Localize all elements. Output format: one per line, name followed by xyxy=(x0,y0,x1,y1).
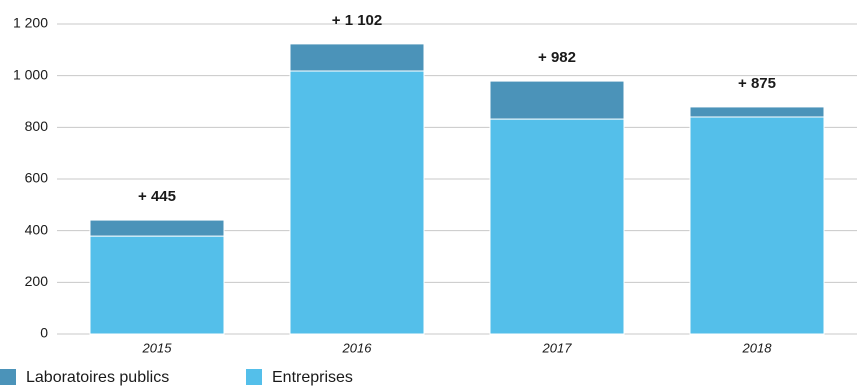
legend-swatch xyxy=(0,369,16,385)
y-tick-label: 0 xyxy=(40,325,48,341)
legend-label: Laboratoires publics xyxy=(26,369,169,386)
x-tick-label: 2017 xyxy=(542,340,573,355)
legend-label: Entreprises xyxy=(272,369,353,386)
total-label: + 875 xyxy=(738,75,776,92)
bar-segment xyxy=(89,235,225,335)
bar-segment xyxy=(489,118,625,335)
y-tick-label: 600 xyxy=(25,170,49,186)
legend-swatch xyxy=(246,369,262,385)
total-label: + 1 102 xyxy=(332,12,382,29)
y-tick-label: 400 xyxy=(25,221,49,237)
x-tick-label: 2016 xyxy=(342,340,373,355)
bar-segment xyxy=(689,116,825,335)
y-tick-label: 1 000 xyxy=(13,66,48,82)
bar-segment xyxy=(89,219,225,237)
bar-segment xyxy=(489,80,625,120)
y-tick-label: 1 200 xyxy=(13,15,48,31)
x-tick-label: 2018 xyxy=(742,340,773,355)
bar-segment xyxy=(289,43,425,72)
bar-segment xyxy=(289,70,425,335)
x-tick-label: 2015 xyxy=(142,340,173,355)
y-tick-label: 800 xyxy=(25,118,49,134)
y-tick-label: 200 xyxy=(25,273,49,289)
bar-segment xyxy=(689,106,825,118)
total-label: + 445 xyxy=(138,188,176,205)
total-label: + 982 xyxy=(538,49,576,66)
